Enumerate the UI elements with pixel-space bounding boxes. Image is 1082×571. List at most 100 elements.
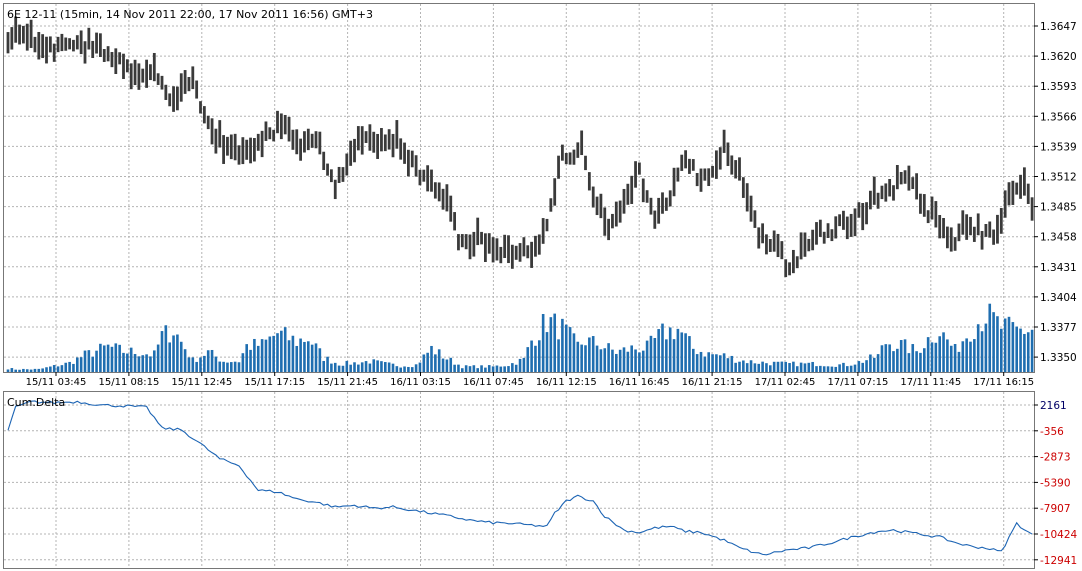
volume-bar	[345, 360, 349, 372]
x-tick-label: 17/11 16:15	[973, 377, 1034, 388]
price-bar	[518, 243, 522, 262]
volume-bar	[861, 362, 864, 372]
volume-bar	[599, 349, 603, 372]
cum-delta-line	[7, 400, 1033, 556]
price-bar	[422, 169, 426, 182]
price-bar	[772, 230, 776, 252]
volume-bar	[969, 341, 972, 372]
time-x-axis: 15/11 03:45 15/11 08:15 15/11 12:45 15/11 1…	[26, 372, 1034, 388]
volume-bar	[665, 339, 668, 372]
volume-bar	[299, 338, 302, 372]
volume-bar	[561, 318, 564, 372]
price-bar	[260, 130, 264, 158]
volume-bar	[472, 365, 476, 372]
volume-bar	[896, 348, 899, 372]
volume-bar	[129, 347, 133, 372]
price-bar	[349, 140, 353, 166]
price-bar	[591, 186, 595, 208]
volume-bar	[726, 358, 730, 372]
price-bar	[799, 232, 803, 260]
price-bar	[183, 70, 187, 94]
price-bar	[56, 36, 60, 53]
price-bar	[957, 223, 961, 242]
volume-bar	[703, 356, 707, 372]
price-bar	[857, 202, 861, 218]
price-bar	[487, 233, 491, 254]
price-y-label: 1.3566	[1040, 111, 1077, 123]
volume-bar	[688, 336, 691, 372]
x-tick-label: 16/11 03:15	[390, 377, 451, 388]
price-bar	[214, 128, 218, 154]
volume-bar	[461, 368, 464, 372]
volume-bar	[811, 361, 814, 372]
price-bar	[372, 131, 376, 153]
x-tick-label: 16/11 07:45	[463, 377, 524, 388]
volume-bar	[318, 348, 322, 372]
price-bar	[210, 118, 214, 145]
price-bar	[903, 170, 907, 184]
volume-bar	[541, 314, 545, 372]
price-bar	[992, 229, 995, 245]
volume-bar	[930, 342, 934, 372]
price-bar	[291, 129, 295, 150]
volume-bar	[376, 360, 379, 372]
price-bar	[618, 200, 622, 223]
price-bar	[1015, 182, 1019, 195]
price-bar	[695, 173, 699, 187]
volume-bar	[237, 362, 241, 372]
volume-bar	[511, 363, 514, 372]
volume-bar	[668, 327, 672, 372]
price-bar	[753, 210, 757, 228]
volume-bar	[788, 363, 791, 372]
price-bar	[276, 110, 279, 134]
price-y-label: 1.3647	[1040, 21, 1077, 33]
price-bar	[491, 237, 495, 263]
price-bar	[91, 40, 95, 59]
volume-bar	[992, 312, 995, 372]
volume-bar	[349, 364, 352, 372]
volume-bar	[611, 349, 614, 372]
volume-bar	[310, 344, 314, 372]
volume-bar	[287, 340, 291, 372]
volume-bar	[641, 350, 645, 372]
price-bar	[545, 218, 549, 232]
price-bar	[37, 31, 41, 60]
price-panel-frame	[3, 3, 1035, 373]
price-bar	[503, 234, 507, 258]
volume-bar	[661, 323, 664, 372]
volume-bar	[745, 363, 749, 372]
price-bar	[795, 256, 799, 269]
volume-bar	[591, 336, 595, 372]
price-bar	[711, 165, 714, 178]
volume-bar	[137, 356, 141, 372]
volume-bar	[56, 366, 60, 372]
price-bar	[899, 171, 903, 185]
volume-bar	[872, 357, 876, 372]
x-tick-label: 15/11 03:45	[26, 377, 87, 388]
volume-bar	[761, 361, 764, 372]
volume-bar	[984, 323, 988, 372]
price-bar	[202, 106, 206, 124]
volume-bar	[653, 338, 657, 372]
volume-bar	[391, 363, 395, 372]
price-bar	[310, 133, 314, 148]
price-bar	[949, 227, 953, 252]
volume-bar	[314, 343, 318, 372]
volume-bar	[226, 362, 229, 372]
price-bar	[653, 210, 657, 229]
price-bar	[314, 131, 318, 149]
price-bar	[330, 169, 333, 183]
volume-bar	[52, 365, 56, 372]
volume-bar	[923, 348, 926, 372]
price-bar	[83, 41, 87, 64]
volume-bar	[291, 335, 295, 372]
price-bar	[965, 214, 969, 240]
x-tick-label: 16/11 21:15	[682, 377, 743, 388]
volume-bar	[464, 365, 468, 372]
price-bar	[926, 210, 930, 224]
volume-bar	[153, 350, 156, 372]
volume-bar	[980, 331, 984, 372]
volume-bar	[676, 328, 680, 372]
volume-bar	[141, 355, 145, 372]
price-bar	[895, 165, 899, 190]
